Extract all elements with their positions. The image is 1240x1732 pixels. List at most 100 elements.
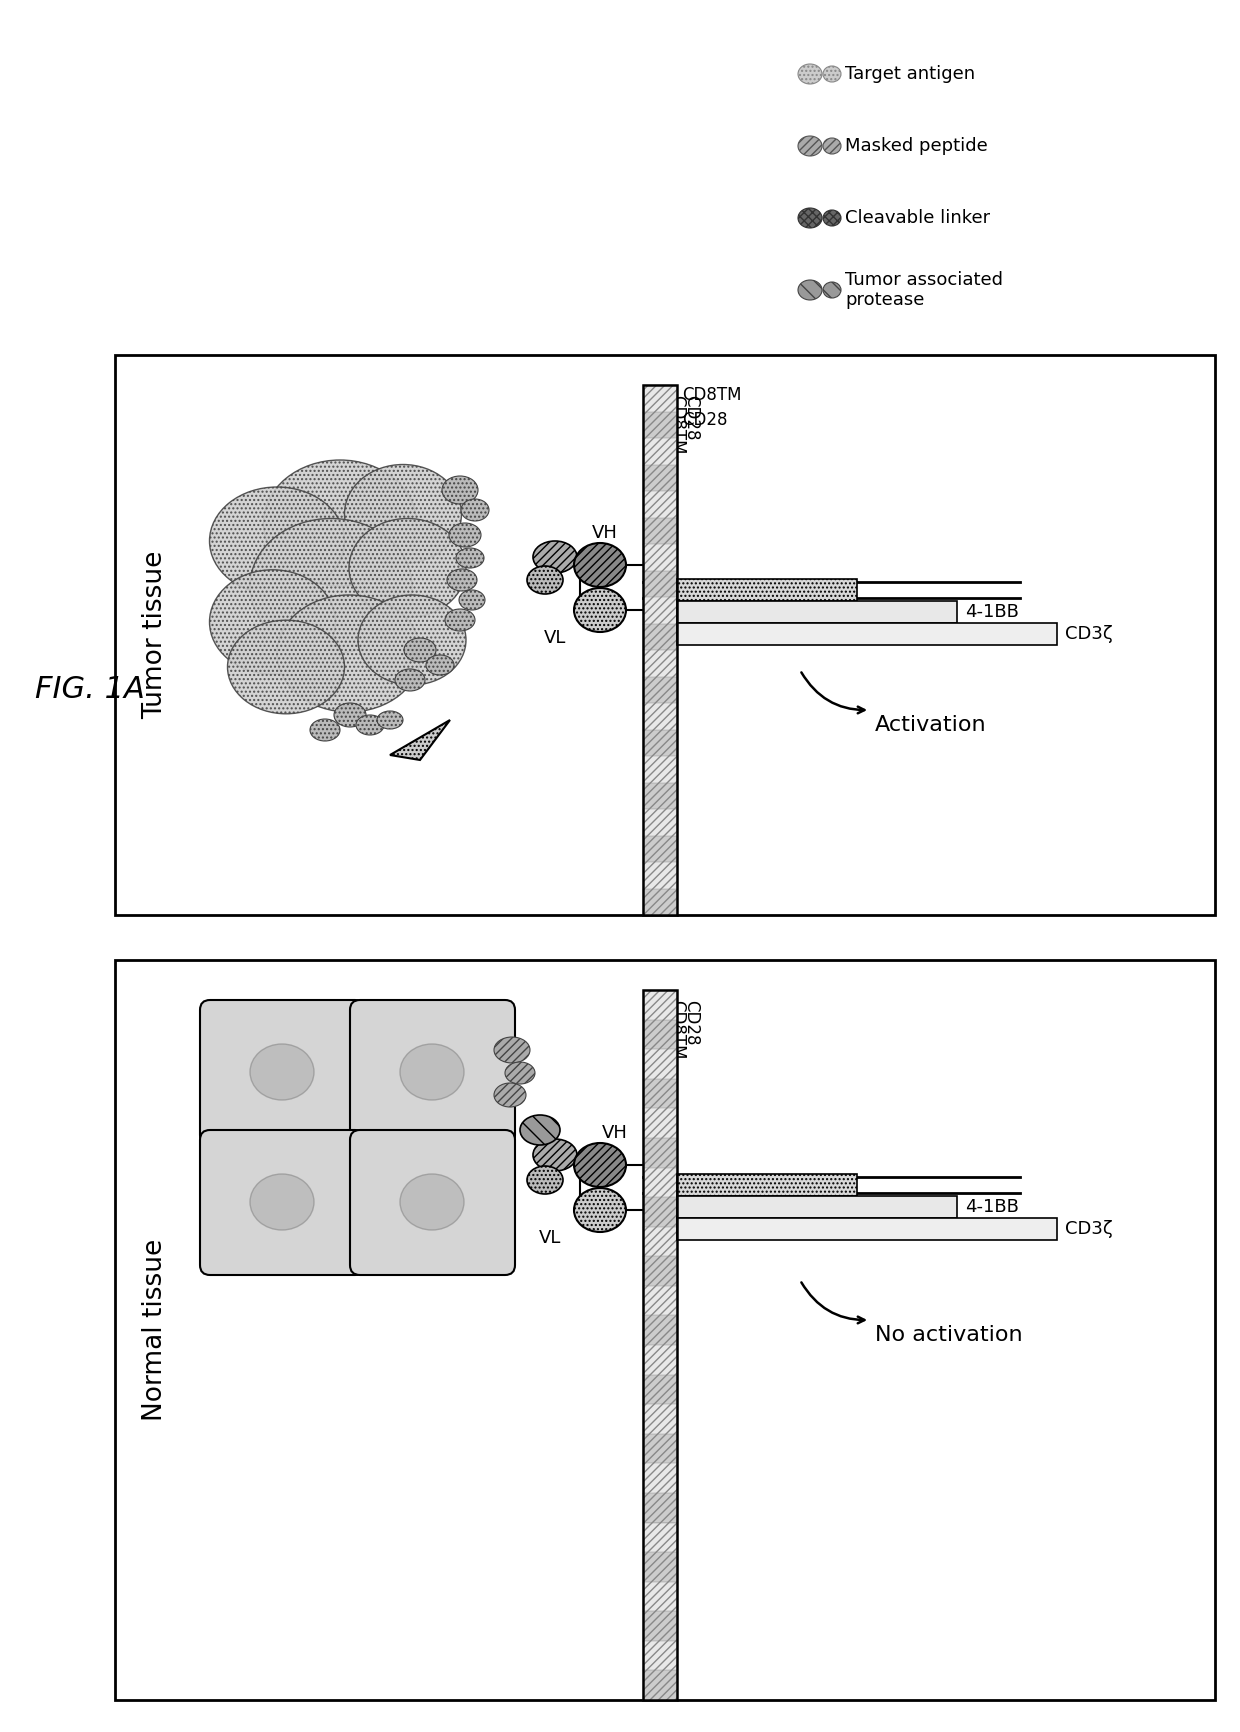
Text: No activation: No activation: [875, 1325, 1023, 1346]
Bar: [644, 490, 677, 518]
Bar: [644, 1197, 677, 1228]
Ellipse shape: [401, 1044, 464, 1100]
Bar: [644, 1552, 677, 1583]
Text: VH: VH: [603, 1124, 627, 1141]
Bar: [644, 1226, 677, 1257]
Ellipse shape: [263, 461, 417, 585]
Ellipse shape: [574, 544, 626, 587]
Ellipse shape: [799, 137, 822, 156]
FancyBboxPatch shape: [200, 1129, 365, 1275]
Bar: [644, 385, 677, 412]
Ellipse shape: [527, 566, 563, 594]
Text: Activation: Activation: [875, 715, 987, 734]
Bar: [644, 570, 677, 598]
Bar: [644, 1285, 677, 1316]
Bar: [644, 650, 677, 677]
Ellipse shape: [505, 1062, 534, 1084]
Bar: [644, 1405, 677, 1434]
Bar: [644, 1346, 677, 1375]
Bar: [644, 438, 677, 466]
Ellipse shape: [799, 64, 822, 83]
Bar: [644, 889, 677, 916]
Text: CD3ζ: CD3ζ: [1065, 1219, 1112, 1238]
Ellipse shape: [250, 1174, 314, 1230]
Ellipse shape: [348, 518, 466, 618]
Text: CD28: CD28: [682, 395, 701, 440]
Text: Tumor associated
protease: Tumor associated protease: [844, 270, 1003, 310]
Ellipse shape: [227, 620, 345, 714]
Ellipse shape: [494, 1037, 529, 1063]
Ellipse shape: [574, 587, 626, 632]
Bar: [644, 991, 677, 1020]
Bar: [644, 1138, 677, 1169]
Ellipse shape: [441, 476, 477, 504]
Ellipse shape: [358, 596, 466, 684]
FancyBboxPatch shape: [200, 999, 365, 1145]
Text: Tumor tissue: Tumor tissue: [143, 551, 167, 719]
Text: CD8TM: CD8TM: [668, 395, 686, 454]
Text: VL: VL: [544, 629, 567, 648]
Bar: [644, 863, 677, 890]
Bar: [644, 1522, 677, 1554]
Ellipse shape: [799, 208, 822, 229]
Bar: [644, 835, 677, 863]
Ellipse shape: [396, 669, 425, 691]
Bar: [644, 755, 677, 783]
Bar: [677, 1197, 957, 1218]
Text: 4-1BB: 4-1BB: [965, 603, 1019, 622]
Bar: [644, 544, 677, 572]
Ellipse shape: [377, 712, 403, 729]
Text: CD28: CD28: [682, 999, 701, 1046]
Bar: [644, 1020, 677, 1050]
Bar: [644, 1640, 677, 1671]
Polygon shape: [391, 721, 450, 760]
Bar: [644, 385, 677, 914]
Text: CD8TM: CD8TM: [682, 386, 742, 404]
FancyBboxPatch shape: [350, 1129, 515, 1275]
Bar: [644, 518, 677, 546]
Ellipse shape: [461, 499, 489, 521]
Bar: [677, 601, 957, 624]
Text: Cleavable linker: Cleavable linker: [844, 210, 990, 227]
Bar: [644, 1670, 677, 1701]
Text: Normal tissue: Normal tissue: [143, 1238, 167, 1422]
Ellipse shape: [446, 570, 477, 591]
Bar: [644, 1256, 677, 1287]
Bar: [115, 355, 1215, 914]
Bar: [644, 1167, 677, 1199]
Ellipse shape: [401, 1174, 464, 1230]
FancyBboxPatch shape: [350, 999, 515, 1145]
Bar: [677, 1174, 857, 1197]
Text: Masked peptide: Masked peptide: [844, 137, 988, 154]
Ellipse shape: [456, 547, 484, 568]
Bar: [644, 1050, 677, 1079]
Ellipse shape: [356, 715, 384, 734]
Bar: [115, 960, 1215, 1701]
Bar: [677, 578, 857, 601]
Bar: [677, 1218, 1056, 1240]
Text: Target antigen: Target antigen: [844, 66, 975, 83]
Bar: [644, 1315, 677, 1346]
Bar: [644, 1493, 677, 1524]
Text: FIG. 1A: FIG. 1A: [35, 675, 145, 705]
Ellipse shape: [250, 518, 412, 653]
Text: VH: VH: [591, 525, 618, 542]
Ellipse shape: [527, 1166, 563, 1193]
Text: 4-1BB: 4-1BB: [965, 1199, 1019, 1216]
Ellipse shape: [533, 1140, 577, 1171]
Bar: [644, 1079, 677, 1108]
Ellipse shape: [345, 464, 461, 563]
Bar: [644, 624, 677, 651]
Bar: [644, 703, 677, 731]
Ellipse shape: [250, 1044, 314, 1100]
Ellipse shape: [210, 570, 336, 674]
Ellipse shape: [445, 610, 475, 630]
Ellipse shape: [459, 591, 485, 610]
Ellipse shape: [210, 487, 345, 596]
Ellipse shape: [404, 637, 436, 662]
Bar: [644, 1375, 677, 1405]
Ellipse shape: [310, 719, 340, 741]
Bar: [644, 598, 677, 625]
Text: VL: VL: [539, 1230, 562, 1247]
Bar: [644, 729, 677, 757]
